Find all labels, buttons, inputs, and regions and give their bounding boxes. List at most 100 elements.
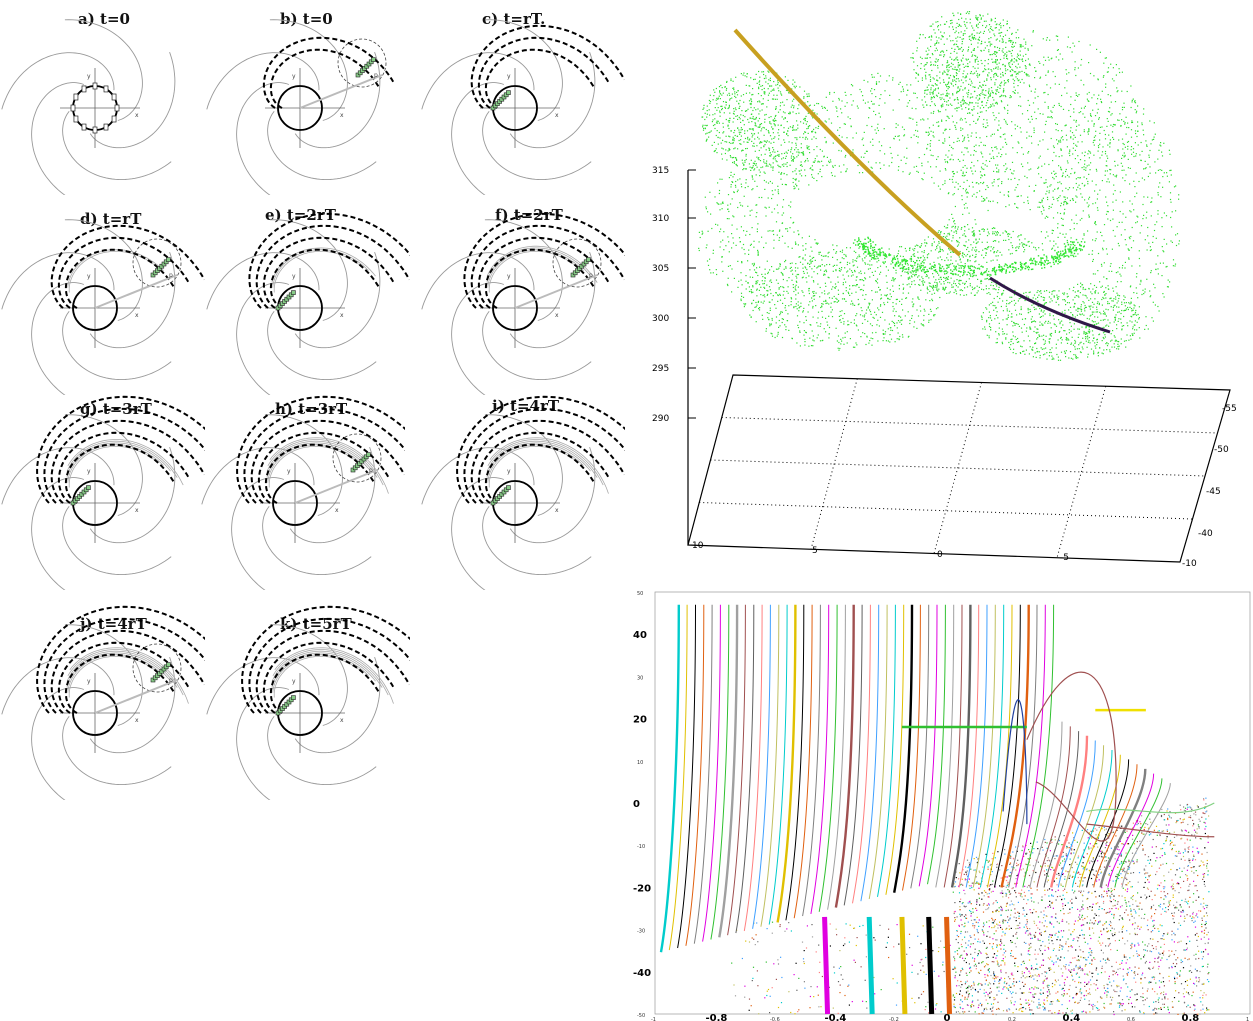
scatter-point xyxy=(1149,120,1151,122)
scatter-point xyxy=(752,109,754,112)
scatter-point xyxy=(818,265,820,267)
scatter-point xyxy=(740,272,742,274)
scatter-point xyxy=(1076,189,1078,191)
scatter-point xyxy=(775,307,777,309)
scatter-point xyxy=(740,121,742,123)
scatter-point xyxy=(795,183,797,185)
dashed-trajectory xyxy=(248,617,410,714)
scatter-point xyxy=(1043,209,1045,211)
scatter-point xyxy=(860,307,862,309)
scatter-point xyxy=(785,309,787,311)
scatter-point xyxy=(862,99,864,101)
scatter-point xyxy=(810,259,812,261)
scatter-point xyxy=(1043,299,1045,301)
scatter-point xyxy=(904,315,906,317)
scatter-point xyxy=(1047,216,1049,218)
scatter-point xyxy=(1030,168,1032,170)
scatter-point xyxy=(1008,238,1010,241)
radius-arrow xyxy=(514,274,598,309)
scatter-point xyxy=(955,285,957,287)
scatter-point xyxy=(1044,101,1046,103)
scatter-point xyxy=(1134,329,1136,331)
scatter-point xyxy=(1122,177,1124,179)
scatter-point xyxy=(844,267,846,269)
scatter-point xyxy=(953,193,955,195)
scatter-point xyxy=(1044,342,1046,344)
scatter-point xyxy=(998,91,1000,93)
scatter-point xyxy=(902,88,904,90)
scatter-point xyxy=(1066,146,1068,148)
scatter-point xyxy=(1108,134,1110,136)
scatter-point xyxy=(701,233,703,235)
scatter-point xyxy=(1049,338,1051,340)
scatter-point xyxy=(1104,170,1106,172)
scatter-point xyxy=(889,298,891,300)
scatter-point xyxy=(1159,169,1161,171)
scatter-point xyxy=(1091,120,1093,122)
scatter-point xyxy=(973,230,975,232)
scatter-point xyxy=(1059,359,1062,361)
scatter-point xyxy=(1082,238,1084,240)
scatter-point xyxy=(1145,167,1147,169)
scatter-point xyxy=(998,152,1000,154)
scatter-point xyxy=(956,97,958,99)
scatter-point xyxy=(998,286,1000,288)
scatter-point xyxy=(980,279,982,282)
scatter-point xyxy=(737,189,739,191)
scatter-point xyxy=(1075,201,1077,203)
scatter-point xyxy=(1157,268,1159,270)
scatter-point xyxy=(957,240,959,242)
scatter-point xyxy=(1075,356,1077,358)
scatter-point xyxy=(1051,358,1053,360)
scatter-point xyxy=(960,129,962,131)
scatter-point xyxy=(915,135,918,137)
scatter-point xyxy=(1005,305,1007,307)
scatter-point xyxy=(754,306,756,308)
particle-marker xyxy=(291,290,296,295)
scatter-point xyxy=(847,324,849,326)
scatter-point xyxy=(751,136,753,138)
scatter-point xyxy=(797,149,799,151)
scatter-point xyxy=(834,283,837,285)
scatter-point xyxy=(927,118,929,120)
spiral-arm-line xyxy=(31,82,85,195)
scatter-point xyxy=(933,241,935,243)
scatter-point xyxy=(1082,288,1084,290)
scatter-point xyxy=(796,342,798,344)
scatter-point xyxy=(1003,106,1005,109)
scatter-point xyxy=(797,154,799,156)
scatter-point xyxy=(1169,153,1171,155)
scatter-point xyxy=(780,173,782,175)
scatter-point xyxy=(845,94,847,96)
scatter-point xyxy=(1153,229,1156,232)
scatter-point xyxy=(1035,308,1037,310)
scatter-point xyxy=(797,324,799,326)
scatter-point xyxy=(1002,95,1004,97)
scatter-point xyxy=(836,340,838,342)
scatter-point xyxy=(748,139,750,141)
scatter-point xyxy=(986,273,988,275)
scatter-point xyxy=(775,106,777,108)
scatter-point xyxy=(772,162,774,164)
scatter-point xyxy=(1061,190,1064,192)
scatter-point xyxy=(1084,155,1086,157)
scatter-point xyxy=(1032,356,1034,358)
scatter-point xyxy=(756,304,758,306)
scatter-point xyxy=(1060,141,1062,143)
scatter-point xyxy=(840,150,842,152)
scatter-point xyxy=(895,126,897,129)
z-tick-label: 295 xyxy=(652,364,669,374)
scatter-point xyxy=(947,162,949,164)
p-letter: p xyxy=(589,272,593,279)
particle-marker xyxy=(366,452,371,457)
scatter-point xyxy=(1086,346,1088,348)
scatter-point xyxy=(946,278,948,280)
scatter-point xyxy=(982,197,985,200)
scatter-point xyxy=(1064,87,1066,89)
scatter-point xyxy=(762,98,764,100)
scatter-point xyxy=(1112,287,1114,289)
scatter-point xyxy=(962,188,964,190)
scatter-point xyxy=(933,292,936,294)
scatter-point xyxy=(1081,326,1083,328)
scatter-point xyxy=(739,105,741,107)
